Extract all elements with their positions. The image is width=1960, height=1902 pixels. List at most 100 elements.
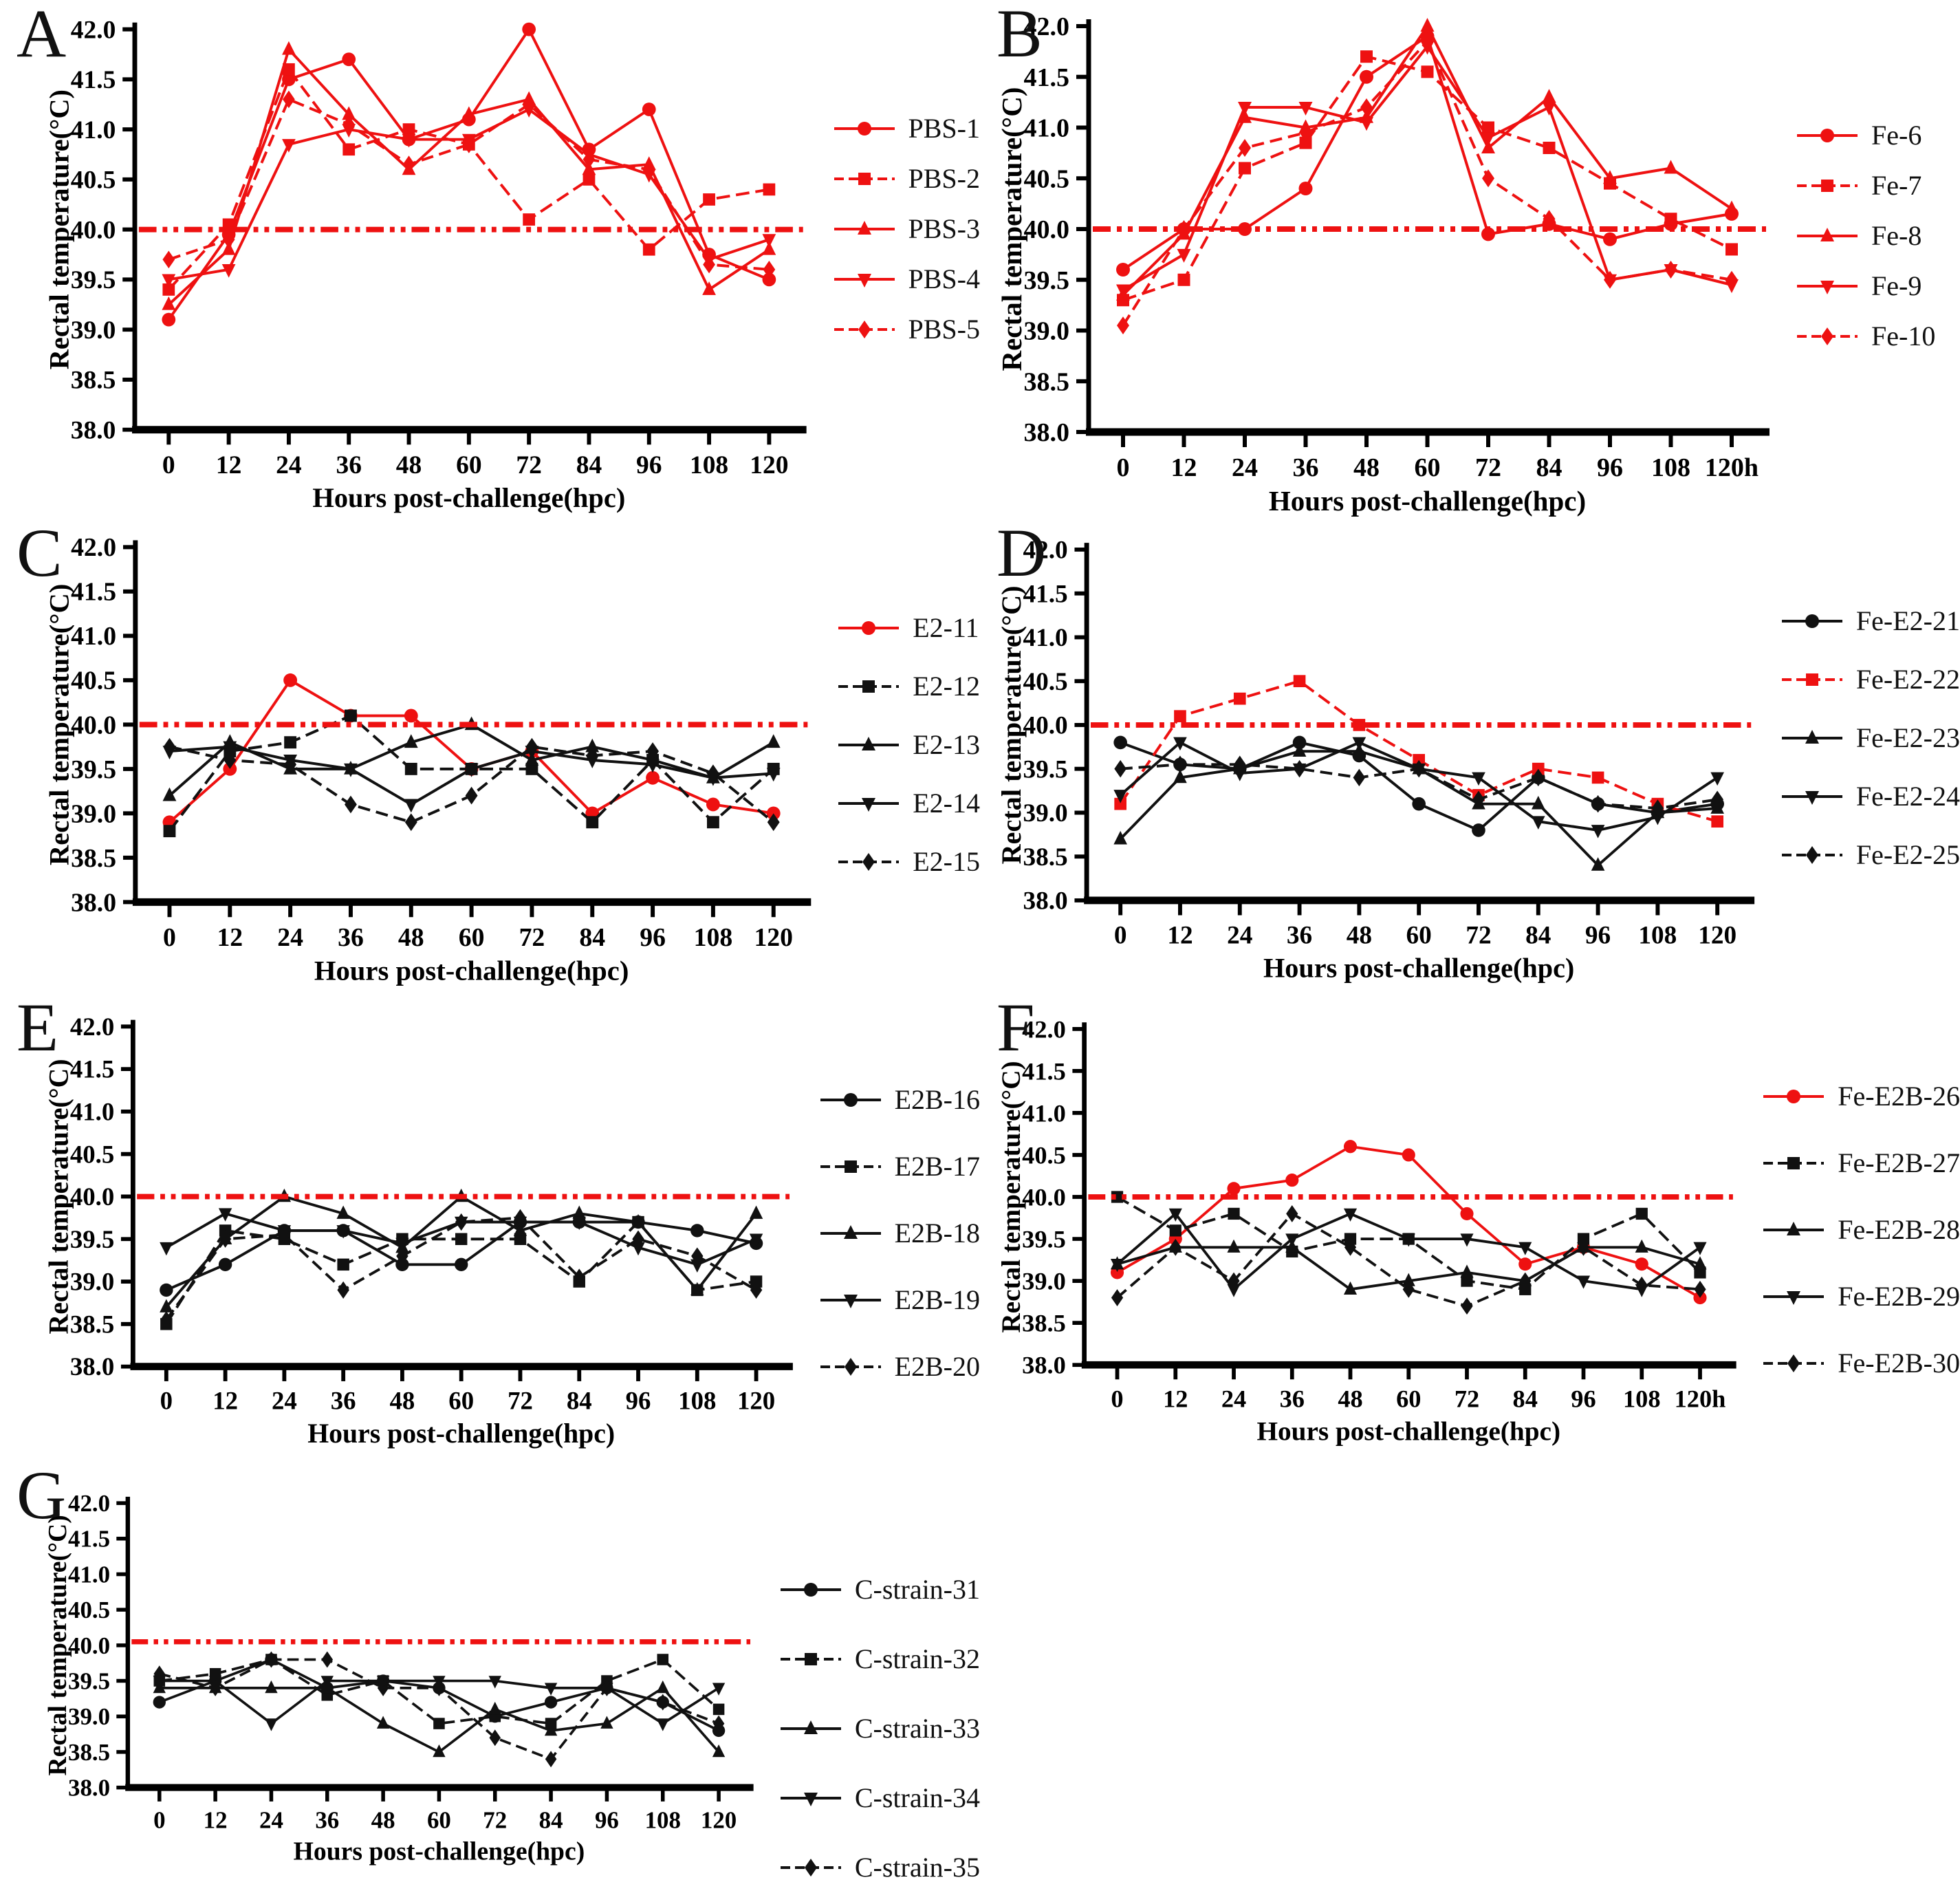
x-tick-label: 60	[1396, 1385, 1421, 1412]
data-point-PBS-2	[703, 193, 715, 206]
data-point-Fe-E2B-27	[1694, 1266, 1706, 1279]
data-point-Fe-E2B-27	[1169, 1224, 1182, 1237]
diamond-marker-icon	[1787, 1354, 1800, 1372]
y-tick-label: 38.0	[71, 888, 116, 917]
legend-label: Fe-E2B-28	[1838, 1214, 1960, 1245]
data-point-E2B-20	[455, 1213, 468, 1231]
data-point-Fe-9	[1116, 284, 1130, 299]
data-point-Fe-E2B-28	[1343, 1281, 1358, 1295]
x-tick-label: 0	[162, 451, 175, 479]
data-point-Fe-8	[1664, 160, 1678, 174]
data-point-Fe-E2-24	[1651, 811, 1665, 825]
data-point-E2-14	[344, 763, 358, 777]
x-tick-label: 24	[1232, 453, 1258, 482]
data-point-C-strain-35	[377, 1679, 389, 1696]
y-tick-label: 39.0	[71, 316, 116, 345]
legend-key-Fe-E2-22	[1781, 673, 1842, 686]
legend-item-Fe-E2B-27: Fe-E2B-27	[1761, 1147, 1960, 1179]
legend-item-Fe-E2B-29: Fe-E2B-29	[1761, 1280, 1960, 1312]
legend-label: E2B-19	[894, 1284, 980, 1315]
x-tick-label: 60	[456, 451, 481, 479]
data-point-C-strain-35	[545, 1751, 557, 1768]
legend-key-PBS-5	[834, 320, 895, 338]
data-point-E2-14	[464, 763, 479, 777]
legend-item-E2-12: E2-12	[836, 670, 980, 702]
legend-key-Fe-9	[1797, 280, 1858, 294]
data-point-Fe-E2B-27	[1635, 1207, 1648, 1220]
x-tick-label: 36	[1280, 1385, 1305, 1412]
data-point-Fe-E2-22	[1114, 797, 1126, 810]
data-point-E2B-16	[218, 1257, 232, 1272]
data-point-PBS-1	[342, 52, 356, 67]
x-tick-label: 60	[448, 1387, 474, 1415]
data-point-Fe-E2-25	[1174, 755, 1186, 774]
data-point-Fe-E2B-30	[1169, 1238, 1182, 1256]
x-tick-label: 12	[216, 451, 241, 479]
circle-marker-icon	[1820, 128, 1834, 142]
data-point-E2B-19	[218, 1208, 232, 1222]
data-point-Fe-E2-24	[1173, 737, 1187, 751]
data-point-Fe-E2-23	[1173, 769, 1187, 784]
legend-key-Fe-10	[1797, 327, 1858, 345]
x-tick-label: 48	[1353, 453, 1380, 482]
data-point-Fe-10	[1725, 270, 1738, 289]
data-point-E2-11	[404, 709, 418, 723]
y-tick-label: 42.0	[71, 533, 116, 562]
y-tick-label: 41.0	[71, 622, 116, 651]
data-point-Fe-9	[1298, 102, 1313, 116]
data-point-E2B-18	[749, 1205, 763, 1219]
data-point-Fe-E2B-29	[1110, 1259, 1124, 1273]
data-point-Fe-8	[1481, 140, 1495, 153]
data-point-Fe-10	[1117, 316, 1129, 335]
legend-label: E2-12	[913, 671, 980, 702]
diamond-marker-icon	[804, 1858, 817, 1877]
legend-F: Fe-E2B-26 Fe-E2B-27 Fe-E2B-28 Fe-E2B-29 Fe-E…	[1761, 1063, 1960, 1396]
legend-item-E2-11: E2-11	[836, 612, 980, 644]
data-point-E2-14	[646, 759, 660, 773]
x-tick-label: 120	[737, 1387, 775, 1415]
y-tick-label: 40.0	[1022, 1183, 1066, 1211]
data-point-Fe-E2B-28	[1227, 1239, 1241, 1253]
triangle-up-marker-icon	[1787, 1221, 1801, 1235]
data-point-Fe-E2B-26	[1285, 1174, 1299, 1187]
data-point-Fe-E2B-29	[1285, 1233, 1299, 1247]
data-point-E2B-17	[514, 1233, 527, 1245]
data-point-E2B-19	[631, 1242, 645, 1256]
y-axis-label: Rectal temperature(°C)	[43, 1515, 72, 1775]
series-line-E2-15	[169, 745, 774, 824]
data-point-C-strain-34	[712, 1683, 726, 1696]
legend-B: Fe-6 Fe-7 Fe-8 Fe-9 Fe-10	[1794, 110, 1935, 361]
legend-key-E2-13	[838, 736, 900, 750]
data-point-Fe-E2B-28	[1460, 1264, 1474, 1278]
x-axis-label: Hours post-challenge(hpc)	[1263, 953, 1574, 984]
data-point-PBS-2	[763, 183, 776, 196]
data-point-PBS-1	[642, 102, 656, 116]
legend-key-E2B-20	[820, 1357, 881, 1376]
x-tick-label: 0	[160, 1387, 173, 1415]
data-point-PBS-2	[642, 243, 655, 256]
data-point-Fe-E2B-29	[1227, 1284, 1241, 1297]
data-point-C-strain-32	[657, 1654, 669, 1665]
panel-E: E 38.0 38.5 39.0 39.5 40.0 40.5 41.0 41.5 42.0 0 12…	[0, 990, 980, 1462]
series-line-E2B-18	[165, 1195, 758, 1308]
x-tick-label: 0	[153, 1806, 165, 1833]
x-tick-label: 48	[396, 451, 422, 479]
x-tick-label: 96	[1597, 453, 1623, 482]
data-point-E2-14	[766, 768, 781, 782]
data-point-E2B-19	[395, 1238, 409, 1252]
y-tick-label: 39.0	[1022, 1268, 1066, 1295]
data-point-E2-13	[404, 734, 418, 748]
data-point-PBS-3	[282, 41, 296, 55]
legend-label: E2-13	[913, 729, 980, 760]
data-point-E2B-19	[572, 1216, 586, 1231]
y-tick-label: 38.0	[1022, 1352, 1066, 1379]
y-tick-label: 39.5	[1022, 1226, 1066, 1253]
data-point-Fe-7	[1664, 213, 1677, 226]
data-point-Fe-10	[1421, 32, 1434, 51]
y-tick-label: 38.5	[70, 1310, 114, 1338]
legend-key-Fe-8	[1797, 227, 1858, 241]
data-point-Fe-E2-24	[1113, 790, 1127, 803]
data-point-C-strain-35	[601, 1679, 613, 1696]
data-point-Fe-E2B-29	[1168, 1208, 1182, 1222]
